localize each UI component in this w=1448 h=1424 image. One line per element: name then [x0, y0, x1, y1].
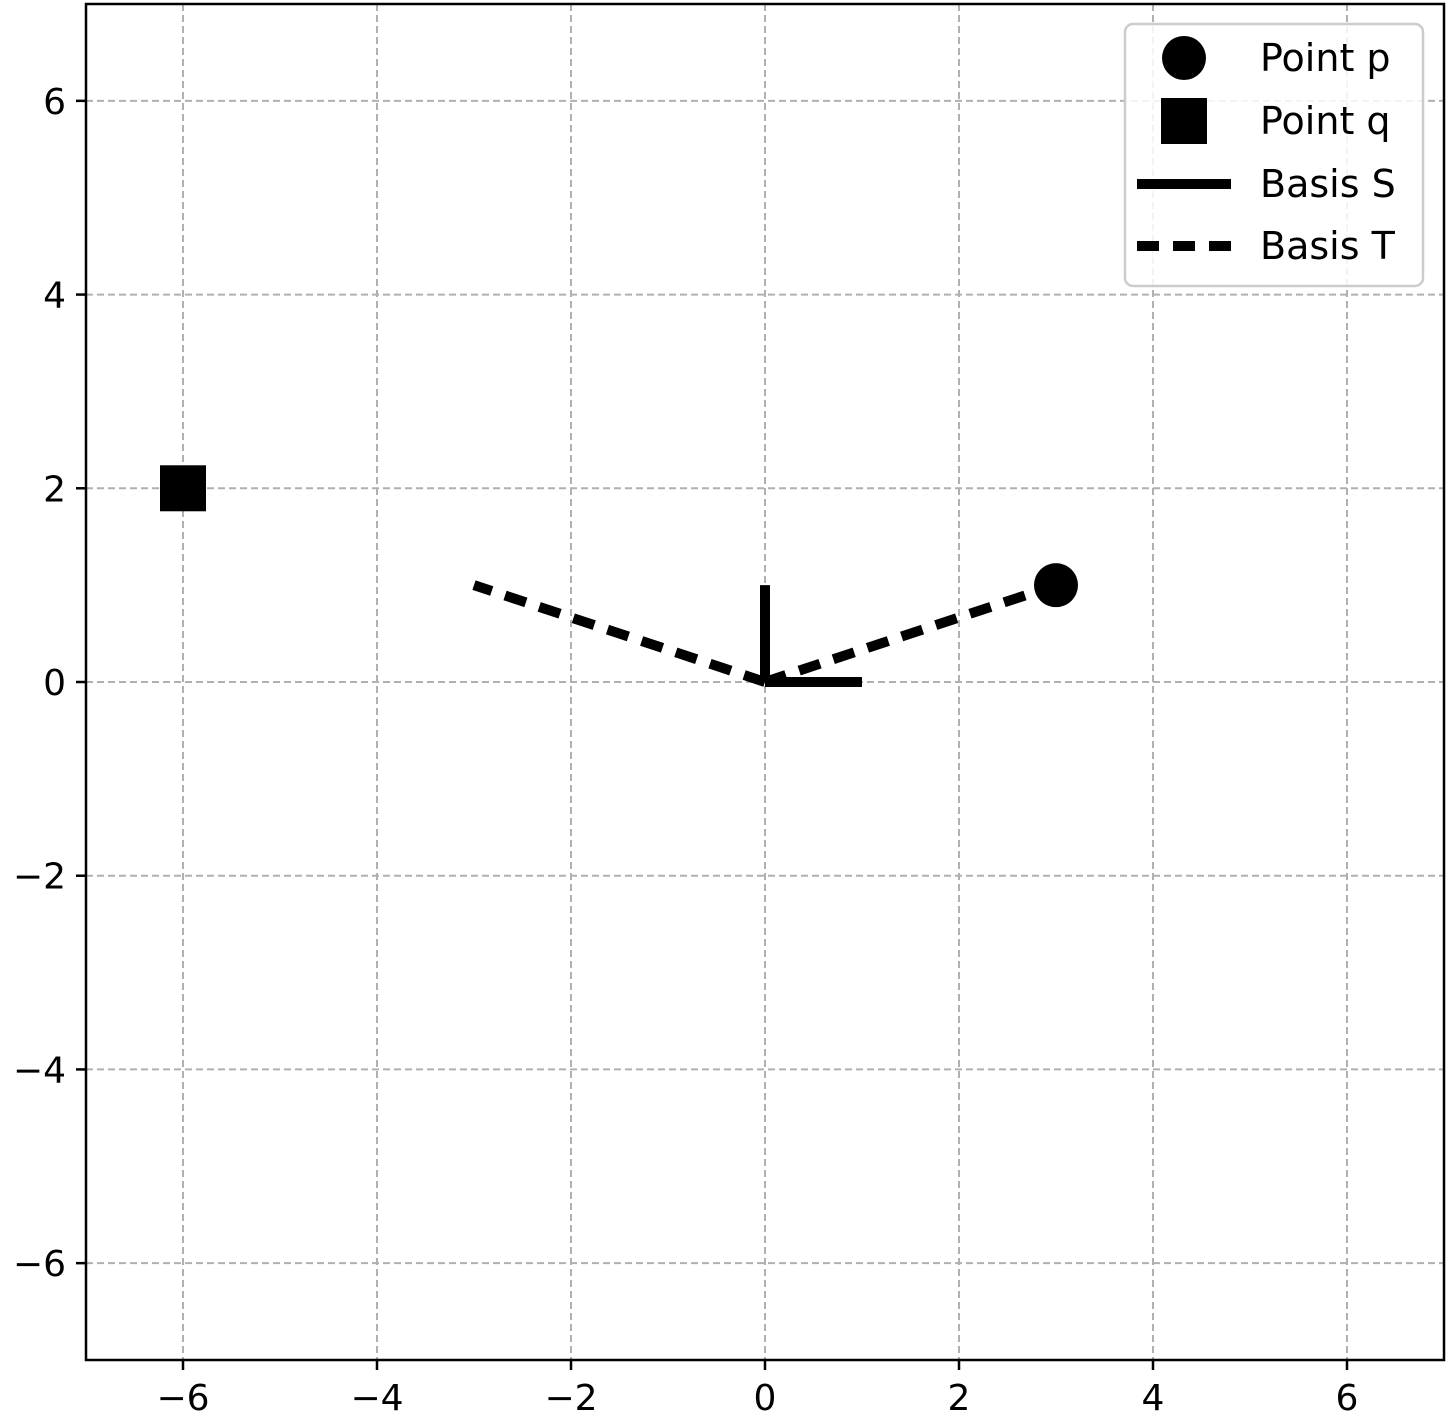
y-tick-label: 2 [43, 469, 66, 510]
legend-point-p-symbol [1162, 36, 1206, 80]
basis-t-vector [472, 580, 767, 687]
y-tick-label: 4 [43, 276, 66, 317]
x-tick-label: 2 [948, 1378, 971, 1419]
axis-ticks: −6 −4 −2 0 2 4 6 −6 −4 −2 0 2 4 6 [13, 82, 1359, 1419]
legend-basis-t-label: Basis T [1260, 224, 1396, 268]
y-tick-label: 6 [43, 82, 66, 123]
x-tick-label: −2 [544, 1378, 597, 1419]
plot-series [160, 465, 1078, 687]
x-tick-label: −6 [156, 1378, 209, 1419]
point-p-marker [1034, 563, 1078, 608]
y-tick-label: −2 [13, 857, 66, 898]
y-tick-label: 0 [43, 663, 66, 704]
y-tick-label: −6 [13, 1244, 66, 1285]
basis-t-vector [763, 580, 1058, 687]
y-tick-label: −4 [13, 1050, 66, 1091]
x-tick-label: 6 [1336, 1378, 1359, 1419]
legend-basis-s-label: Basis S [1260, 162, 1396, 206]
legend-point-p-label: Point p [1260, 36, 1391, 80]
x-tick-label: −4 [350, 1378, 403, 1419]
point-q-marker [160, 465, 206, 512]
x-tick-label: 0 [754, 1378, 777, 1419]
legend: Point p Point q Basis S Basis T [1123, 22, 1425, 288]
legend-box [1123, 22, 1425, 288]
legend-point-q-symbol [1161, 98, 1207, 144]
legend-point-q-label: Point q [1260, 99, 1391, 143]
x-tick-label: 4 [1142, 1378, 1165, 1419]
